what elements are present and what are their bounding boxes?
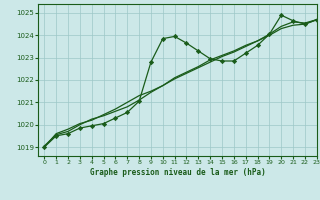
X-axis label: Graphe pression niveau de la mer (hPa): Graphe pression niveau de la mer (hPa)	[90, 168, 266, 177]
